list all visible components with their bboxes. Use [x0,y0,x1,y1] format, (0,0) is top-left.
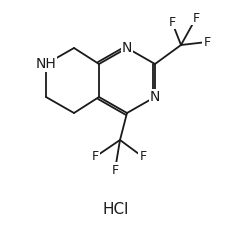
Text: HCl: HCl [103,202,129,217]
Text: N: N [122,41,132,55]
Text: F: F [192,11,199,25]
Text: F: F [168,16,175,28]
Text: F: F [139,150,147,164]
Text: F: F [91,150,99,164]
Text: N: N [150,90,160,104]
Text: F: F [111,164,119,176]
Text: F: F [203,35,211,49]
Text: NH: NH [36,57,56,71]
